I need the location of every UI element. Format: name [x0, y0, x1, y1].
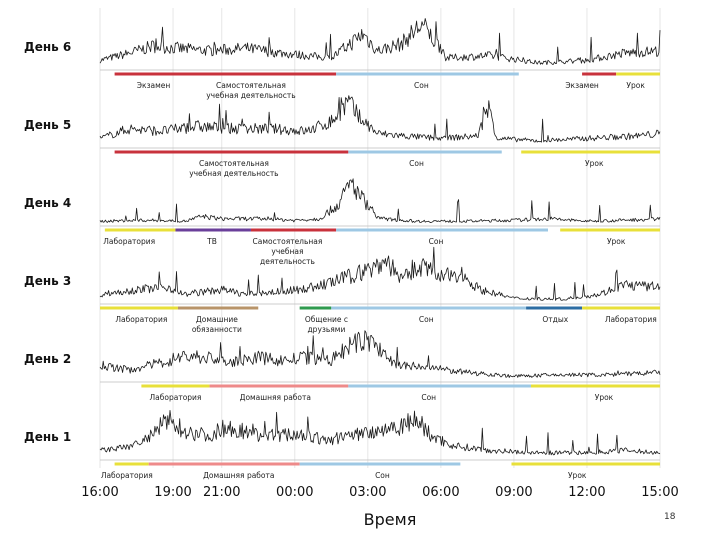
day-2-activity-label: Самостоятельная учебная деятельность	[189, 159, 278, 178]
day-3-activity-label: Сон	[429, 237, 444, 246]
day-4-activity-label: Отдых	[542, 315, 568, 324]
day-6-activity-label: Домашняя работа	[203, 471, 274, 480]
day-6-activity-label: Сон	[375, 471, 390, 480]
page-number: 18	[664, 512, 676, 522]
x-axis-title: Время	[363, 510, 417, 529]
day-1-signal	[99, 18, 661, 65]
day-5-activity-label: Лаборатория	[150, 393, 202, 402]
day-2-signal	[99, 95, 661, 143]
day-2-activity-label: Урок	[585, 159, 604, 168]
day-4-activity-label: Общение с друзьями	[305, 315, 348, 334]
day-6-activity-label: Лаборатория	[101, 471, 153, 480]
day-4-activity-label: Лаборатория	[605, 315, 657, 324]
day-5-activity-label: Сон	[421, 393, 436, 402]
day-5-activity-label: Домашняя работа	[240, 393, 311, 402]
day-5-signal	[99, 330, 661, 378]
x-tick-label: 19:00	[154, 485, 191, 500]
day-label-4: День 3	[24, 274, 72, 288]
day-6-signal	[99, 409, 661, 456]
day-4-activity-label: Домашние обязанности	[192, 315, 242, 334]
x-tick-label: 12:00	[568, 485, 605, 500]
day-1-activity-label: Самостоятельная учебная деятельность	[206, 81, 295, 100]
day-3-signal	[99, 178, 661, 224]
day-label-5: День 2	[24, 352, 72, 366]
x-tick-label: 09:00	[495, 485, 532, 500]
day-1-activity-label: Урок	[626, 81, 645, 90]
x-tick-label: 00:00	[276, 485, 313, 500]
day-4-activity-label: Сон	[419, 315, 434, 324]
day-label-6: День 1	[24, 430, 72, 444]
day-6-activity-label: Урок	[568, 471, 587, 480]
day-5-activity-label: Урок	[595, 393, 614, 402]
day-4-activity-label: Лаборатория	[115, 315, 167, 324]
day-label-2: День 5	[24, 118, 72, 132]
day-3-activity-label: Лаборатория	[103, 237, 155, 246]
x-tick-label: 03:00	[349, 485, 386, 500]
day-3-activity-label: Самостоятельная учебная деятельность	[253, 237, 323, 266]
day-1-activity-label: Экзамен	[137, 81, 171, 90]
day-label-3: День 4	[24, 196, 72, 210]
day-label-1: День 6	[24, 40, 72, 54]
day-1-activity-label: Экзамен	[565, 81, 599, 90]
day-3-activity-label: ТВ	[206, 237, 217, 246]
day-4-signal	[99, 246, 661, 301]
x-tick-label: 16:00	[81, 485, 118, 500]
day-3-activity-label: Урок	[607, 237, 626, 246]
day-2-activity-label: Сон	[409, 159, 424, 168]
day-1-activity-label: Сон	[414, 81, 429, 90]
x-tick-label: 06:00	[422, 485, 459, 500]
x-tick-label: 21:00	[203, 485, 240, 500]
x-tick-label: 15:00	[641, 485, 678, 500]
